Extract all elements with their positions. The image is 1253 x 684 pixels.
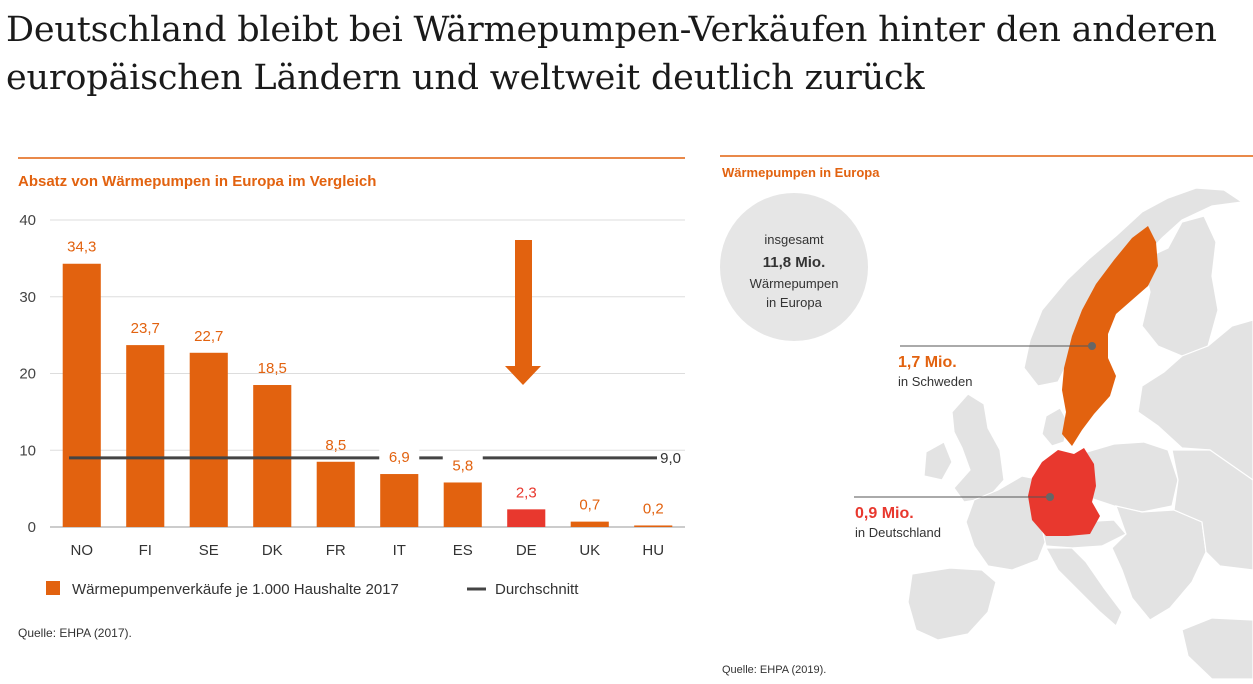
value-label-hu: 0,2 bbox=[643, 500, 664, 517]
chart-title: Absatz von Wärmepumpen in Europa im Verg… bbox=[18, 173, 376, 190]
y-tick-label: 30 bbox=[19, 289, 36, 306]
bar-chart: Absatz von Wärmepumpen in Europa im Verg… bbox=[18, 157, 685, 640]
bar-no bbox=[62, 263, 101, 527]
x-label-fi: FI bbox=[139, 542, 152, 559]
sweden-shape bbox=[1062, 226, 1158, 446]
bar-it bbox=[380, 474, 419, 527]
x-label-se: SE bbox=[199, 542, 219, 559]
total-circle bbox=[720, 193, 868, 341]
bar-fi bbox=[126, 345, 165, 527]
bar-de bbox=[507, 509, 546, 527]
sweden-callout-dot bbox=[1088, 342, 1096, 350]
bar-chart-panel: Absatz von Wärmepumpen in Europa im Verg… bbox=[0, 150, 700, 679]
value-label-dk: 18,5 bbox=[258, 360, 287, 377]
x-label-hu: HU bbox=[642, 542, 664, 559]
x-axis-labels: NO FI SE DK FR IT ES DE UK HU bbox=[71, 542, 665, 559]
bar-uk bbox=[570, 521, 609, 527]
total-line4: in Europa bbox=[766, 295, 822, 310]
bar-hu bbox=[634, 525, 673, 527]
label-knockout bbox=[442, 455, 483, 475]
germany-callout-value: 0,9 Mio. bbox=[855, 505, 914, 522]
germany-shape bbox=[1028, 448, 1100, 536]
x-label-uk: UK bbox=[579, 542, 600, 559]
germany-callout-label: in Deutschland bbox=[855, 525, 941, 540]
value-label-uk: 0,7 bbox=[579, 497, 600, 514]
value-label-no: 34,3 bbox=[67, 239, 96, 256]
legend-bar-swatch bbox=[46, 581, 60, 595]
value-label-top-es: 5,8 bbox=[452, 457, 473, 474]
x-label-it: IT bbox=[393, 542, 406, 559]
average-line-group: 6,9 5,8 9,0 bbox=[69, 447, 681, 475]
bars bbox=[62, 263, 673, 527]
x-label-dk: DK bbox=[262, 542, 283, 559]
legend-bar-label: Wärmepumpenverkäufe je 1.000 Haushalte 2… bbox=[72, 581, 399, 598]
x-label-de: DE bbox=[516, 542, 537, 559]
total-value: 11,8 Mio. bbox=[763, 254, 826, 271]
legend-line-label: Durchschnitt bbox=[495, 581, 579, 598]
total-line3: Wärmepumpen bbox=[750, 276, 839, 291]
map-panel: Wärmepumpen in Europa bbox=[712, 150, 1253, 680]
down-arrow-icon bbox=[505, 240, 541, 385]
x-label-es: ES bbox=[453, 542, 473, 559]
map-title: Wärmepumpen in Europa bbox=[722, 165, 880, 180]
bar-dk bbox=[253, 385, 292, 527]
y-tick-label: 0 bbox=[28, 519, 36, 536]
europe-landmass bbox=[907, 187, 1253, 680]
bar-es bbox=[443, 482, 482, 527]
map-source: Quelle: EHPA (2019). bbox=[722, 664, 826, 676]
bar-se bbox=[189, 352, 228, 527]
chart-legend: Wärmepumpenverkäufe je 1.000 Haushalte 2… bbox=[46, 581, 579, 598]
x-label-fr: FR bbox=[326, 542, 346, 559]
headline: Deutschland bleibt bei Wärmepumpen-Verkä… bbox=[6, 10, 1217, 98]
europe-map: Wärmepumpen in Europa bbox=[720, 155, 1253, 680]
y-tick-label: 20 bbox=[19, 366, 36, 383]
value-label-top-it: 6,9 bbox=[389, 449, 410, 466]
label-knockout bbox=[379, 447, 420, 467]
x-label-no: NO bbox=[71, 542, 94, 559]
value-label-fi: 23,7 bbox=[131, 320, 160, 337]
total-line1: insgesamt bbox=[764, 232, 824, 247]
sweden-callout-value: 1,7 Mio. bbox=[898, 354, 957, 371]
average-label: 9,0 bbox=[660, 450, 681, 467]
y-axis-ticks: 0 10 20 30 40 bbox=[19, 212, 36, 536]
value-label-de: 2,3 bbox=[516, 484, 537, 501]
y-tick-label: 10 bbox=[19, 442, 36, 459]
y-tick-label: 40 bbox=[19, 212, 36, 229]
value-label-fr: 8,5 bbox=[325, 437, 346, 454]
value-label-se: 22,7 bbox=[194, 328, 223, 345]
germany-callout-dot bbox=[1046, 493, 1054, 501]
bar-fr bbox=[316, 461, 355, 527]
chart-source: Quelle: EHPA (2017). bbox=[18, 626, 132, 640]
sweden-callout-label: in Schweden bbox=[898, 374, 972, 389]
